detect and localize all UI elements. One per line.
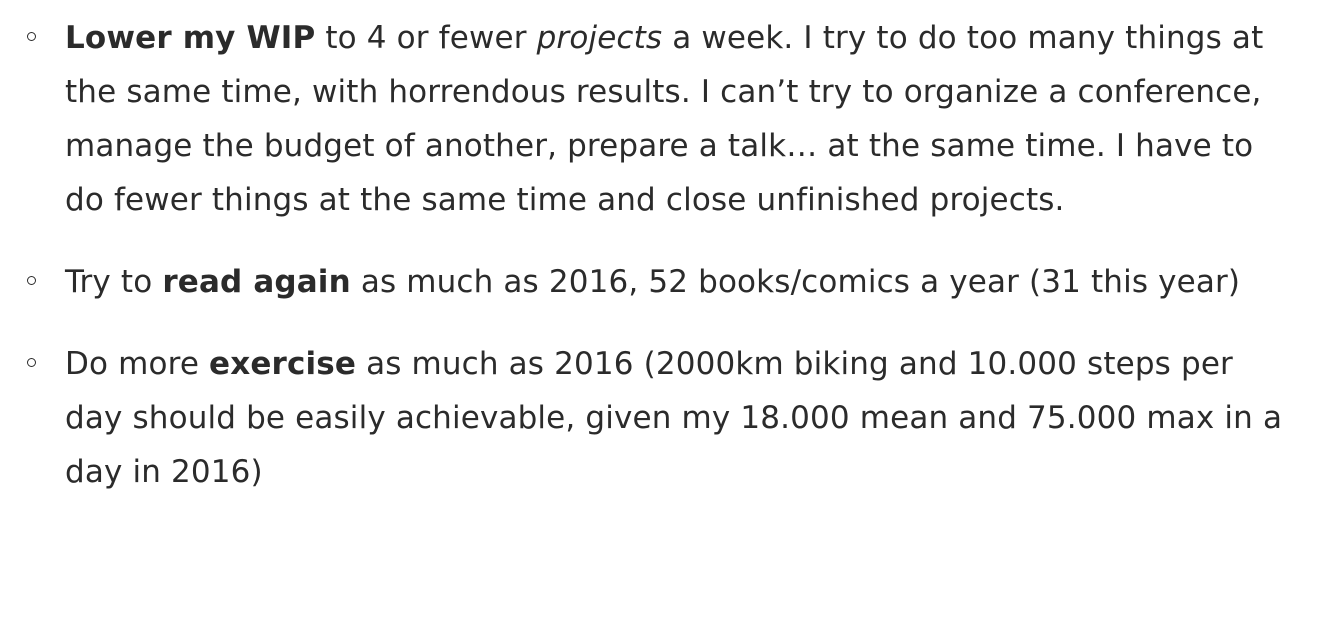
item-text: Try to [65, 264, 163, 300]
list-item: Lower my WIP to 4 or fewer projects a we… [0, 11, 1318, 227]
item-text: Do more [65, 346, 210, 382]
hollow-circle-bullet-icon [27, 358, 36, 367]
item-text: a week. I try to do too many things at t… [65, 20, 1264, 218]
list-item: Try to read again as much as 2016, 52 bo… [0, 255, 1318, 309]
list-item: Do more exercise as much as 2016 (2000km… [0, 337, 1318, 499]
hollow-circle-bullet-icon [27, 276, 36, 285]
item-text: as much as 2016, 52 books/comics a year … [350, 264, 1241, 300]
emphasis-bold: exercise [209, 346, 357, 382]
item-text: to 4 or fewer [315, 20, 537, 56]
emphasis-bold: read again [162, 264, 351, 300]
emphasis-bold: Lower my WIP [65, 20, 316, 56]
item-text: as much as 2016 (2000km biking and 10.00… [65, 346, 1283, 490]
goals-list: Lower my WIP to 4 or fewer projects a we… [0, 11, 1318, 527]
hollow-circle-bullet-icon [27, 32, 36, 41]
emphasis-italic: projects [536, 20, 663, 56]
